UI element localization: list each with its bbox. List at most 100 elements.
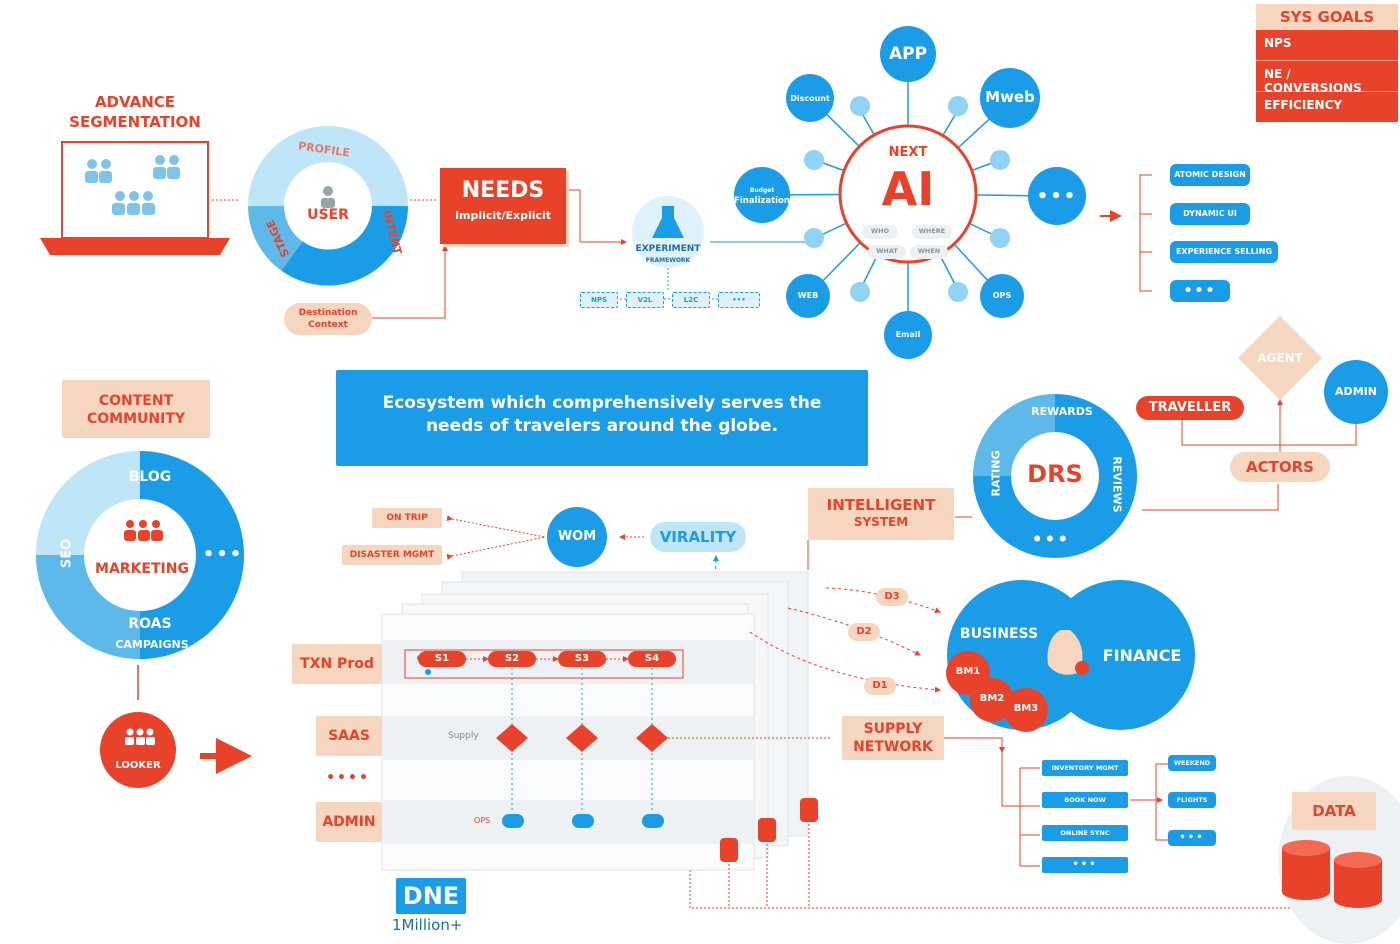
rating-label: RATING <box>989 450 1003 497</box>
intelligent-system-box: INTELLIGENT SYSTEM <box>808 488 954 540</box>
supply-book-now: BOOK NOW <box>1042 792 1128 808</box>
finance-label: FINANCE <box>1102 646 1182 665</box>
supply-network-line2: NETWORK <box>853 739 933 755</box>
drs-more: ••• <box>1031 530 1071 550</box>
business-label: BUSINESS <box>959 626 1039 642</box>
needs-box: NEEDS Implicit/Explicit <box>440 168 566 244</box>
marketing-label: MARKETING <box>95 561 189 577</box>
segmentation-title-line2: SEGMENTATION <box>69 113 201 131</box>
sys-goals-header: SYS GOALS <box>1256 4 1398 30</box>
ai-label: AI <box>881 162 935 216</box>
node-more: ••• <box>1036 186 1078 207</box>
bm2-label: BM2 <box>979 693 1005 704</box>
content-community-box: CONTENT COMMUNITY <box>62 380 210 438</box>
step-s1: S1 <box>418 651 466 667</box>
goal-conversions: NE / CONVERSIONS <box>1256 61 1398 95</box>
output-experience-selling: EXPERIENCE SELLING <box>1170 241 1278 263</box>
where-chip: WHERE <box>918 227 946 235</box>
wom-label: WOM <box>557 529 597 544</box>
layer-admin: ADMIN <box>316 802 382 842</box>
destination-context-pill: Destination Context <box>284 303 372 335</box>
ops-label: OPS <box>474 816 491 825</box>
dne-layer-stack <box>381 571 809 871</box>
admin-actor-label: ADMIN <box>1335 385 1377 398</box>
supply-label: Supply <box>448 731 479 741</box>
tag-nps: NPS <box>580 292 618 308</box>
intelligent-line1: INTELLIGENT <box>826 496 936 514</box>
sub-more: ••• <box>1168 830 1216 846</box>
supply-inventory-mgmt: INVENTORY MGMT <box>1042 760 1128 776</box>
node-ops: OPS <box>992 291 1012 300</box>
intelligent-line2: SYSTEM <box>853 515 909 529</box>
segmentation-title-line1: ADVANCE <box>94 93 176 111</box>
output-atomic-design: ATOMIC DESIGN <box>1170 164 1250 186</box>
experiment-label: EXPERIMENT FRAMEWORK <box>618 244 718 266</box>
tag-more: ••• <box>718 292 760 308</box>
goal-nps: NPS <box>1256 30 1398 61</box>
content-community-line2: COMMUNITY <box>86 411 186 427</box>
db-icons <box>720 798 818 862</box>
supply-more: ••• <box>1042 857 1128 873</box>
supply-network-box: SUPPLY NETWORK <box>842 716 944 760</box>
output-more: ••• <box>1170 280 1230 302</box>
segmentation-title: ADVANCE SEGMENTATION <box>50 92 220 132</box>
step-s2: S2 <box>488 651 536 667</box>
banner-line2: needs of travelers around the globe. <box>425 416 779 436</box>
layer-saas: SAAS <box>316 716 382 756</box>
sys-goals-panel: SYS GOALS NPS NE / CONVERSIONS EFFICIENC… <box>1256 4 1398 122</box>
agent-label: AGENT <box>1257 351 1303 365</box>
virality-pill: VIRALITY <box>650 522 746 552</box>
dne-badge: DNE <box>396 878 466 914</box>
needs-title: NEEDS <box>461 178 545 203</box>
layer-more: •••• <box>326 770 370 786</box>
output-dynamic-ui: DYNAMIC UI <box>1170 203 1250 225</box>
experiment-line1: EXPERIMENT <box>635 244 701 254</box>
rewards-label: REWARDS <box>1031 405 1093 418</box>
node-email: Email <box>895 330 921 339</box>
ecosystem-banner: Ecosystem which comprehensively serves t… <box>336 392 868 438</box>
sub-flights: FLIGHTS <box>1168 792 1216 808</box>
node-app: APP <box>888 44 928 64</box>
dne-subtitle: 1Million+ <box>392 916 463 934</box>
marketing-more: ••• <box>202 544 244 565</box>
content-community-line1: CONTENT <box>98 393 174 409</box>
reviews-label: REVIEWS <box>1110 456 1124 513</box>
ecosystem-banner-bg <box>336 370 868 466</box>
marketing-ring <box>36 451 244 659</box>
node-mweb: Mweb <box>985 88 1035 106</box>
destination-line1: Destination <box>298 308 358 318</box>
node-web: WEB <box>797 291 819 300</box>
node-budget-line1: Budget <box>749 187 775 194</box>
wom-circle <box>547 507 607 567</box>
banner-line1: Ecosystem which comprehensively serves t… <box>382 393 822 413</box>
roas-label: ROAS <box>128 616 172 632</box>
sub-weekend: WEEKEND <box>1168 755 1216 771</box>
node-budget: Budget Finalization <box>734 186 790 206</box>
blog-label: BLOG <box>128 469 172 485</box>
campaigns-label: CAMPAIGNS <box>115 638 189 651</box>
admin-circle <box>1324 360 1388 424</box>
looker-label: LOOKER <box>115 760 161 771</box>
bm3-label: BM3 <box>1013 703 1039 714</box>
looker-circle <box>100 712 176 788</box>
on-trip-pill: ON TRIP <box>372 508 442 528</box>
supply-online-sync: ONLINE SYNC <box>1042 825 1128 841</box>
d2-node: D2 <box>848 623 880 641</box>
supply-network-line1: SUPPLY <box>863 721 923 737</box>
layer-txn-prod: TXN Prod <box>292 644 382 684</box>
what-chip: WHAT <box>876 247 898 255</box>
when-chip: WHEN <box>917 247 941 255</box>
node-discount: Discount <box>790 94 830 103</box>
ai-hub-droplets <box>734 26 1086 359</box>
experiment-line2: FRAMEWORK <box>645 257 691 264</box>
d1-node: D1 <box>864 677 896 695</box>
tag-l2c: L2C <box>672 292 710 308</box>
laptop-illustration <box>40 141 230 255</box>
who-chip: WHO <box>870 227 890 235</box>
d3-node: D3 <box>876 588 908 606</box>
money-bag-icon <box>1047 630 1089 675</box>
tag-v2l: V2L <box>626 292 664 308</box>
destination-line2: Context <box>308 320 348 330</box>
drs-label: DRS <box>1027 460 1083 488</box>
needs-subtitle: Implicit/Explicit <box>454 209 552 222</box>
